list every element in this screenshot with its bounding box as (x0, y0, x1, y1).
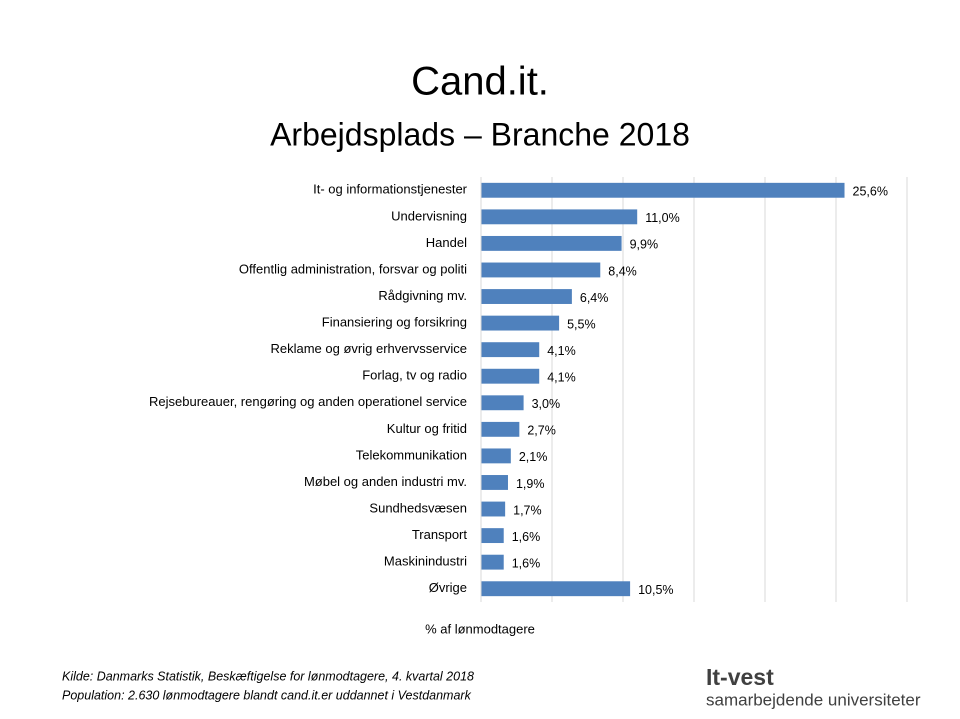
bar (481, 501, 506, 517)
category-label: Forlag, tv og radio (362, 368, 467, 383)
bar (481, 368, 540, 384)
value-label: 6,4% (580, 291, 609, 305)
population-note: Population: 2.630 lønmodtagere blandt ca… (62, 688, 472, 702)
bar (481, 448, 511, 464)
bar (481, 395, 524, 411)
value-label: 1,9% (516, 477, 545, 491)
value-label: 2,7% (527, 424, 556, 438)
value-label: 8,4% (608, 264, 637, 278)
category-label: It- og informationstjenester (313, 182, 468, 197)
value-label: 5,5% (567, 317, 596, 331)
bar (481, 421, 520, 437)
bar (481, 528, 504, 544)
logo-name: It-vest (706, 664, 774, 690)
bar (481, 209, 638, 225)
chart-subtitle: Arbejdsplads – Branche 2018 (270, 116, 690, 152)
value-label: 1,7% (513, 503, 542, 517)
bar (481, 475, 508, 490)
bar (481, 262, 601, 278)
value-label: 11,0% (645, 211, 680, 225)
source-note: Kilde: Danmarks Statistik, Beskæftigelse… (62, 669, 474, 683)
bar (481, 342, 540, 358)
chart-title: Cand.it. (411, 60, 549, 104)
category-label: Offentlig administration, forsvar og pol… (239, 261, 467, 276)
value-label: 2,1% (519, 450, 548, 464)
value-label: 9,9% (630, 238, 659, 252)
bar (481, 554, 504, 570)
value-label: 4,1% (547, 344, 576, 358)
value-label: 1,6% (512, 530, 540, 544)
category-label: Finansiering og forsikring (322, 315, 467, 330)
value-label: 25,6% (853, 185, 888, 199)
category-label: Kultur og fritid (387, 421, 467, 436)
value-label: 10,5% (638, 583, 673, 597)
value-label: 3,0% (532, 397, 561, 411)
category-label: Sundhedsvæsen (369, 500, 467, 515)
value-label: 1,6% (512, 556, 540, 570)
bar (481, 289, 572, 304)
category-label: Rådgivning mv. (378, 288, 467, 303)
category-label: Møbel og anden industri mv. (304, 474, 467, 489)
category-label: Reklame og øvrig erhvervsservice (270, 341, 467, 356)
bar (481, 315, 560, 331)
category-label: Transport (412, 527, 468, 542)
category-label: Rejsebureauer, rengøring og anden operat… (149, 394, 467, 409)
category-label: Handel (426, 235, 467, 250)
category-label: Telekommunikation (356, 447, 467, 462)
bar (481, 182, 845, 198)
category-label: Øvrige (429, 580, 467, 595)
value-label: 4,1% (547, 371, 576, 385)
category-label: Undervisning (391, 208, 467, 223)
category-label: Maskinindustri (384, 554, 467, 569)
logo-tagline: samarbejdende universiteter (706, 690, 921, 709)
x-axis-label: % af lønmodtagere (425, 621, 535, 636)
bar (481, 581, 631, 597)
bar (481, 235, 622, 251)
